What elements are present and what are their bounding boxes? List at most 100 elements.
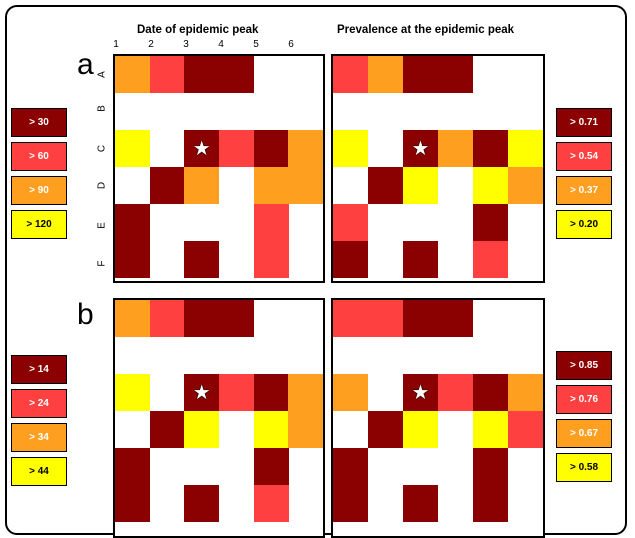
heatmap-cell [184,411,220,448]
col-tick-4: 4 [218,39,224,50]
heatmap-b-prevalence: ★ [331,298,545,538]
legend-b-right-item: > 0.85 [556,351,612,380]
heatmap-cell [288,167,324,204]
heatmap-cell [149,411,185,448]
heatmap-cell [184,300,220,337]
legend-b-left-item: > 24 [11,389,67,418]
heatmap-cell [253,448,289,485]
heatmap-cell [403,411,438,448]
legend-a-right-item: > 0.37 [556,176,612,205]
legend-b-left: > 14 > 24 > 34 > 44 [11,355,67,491]
heatmap-cell [473,241,508,278]
heatmap-cell [403,56,438,93]
legend-a-right-item: > 0.71 [556,108,612,137]
heatmap-cell [473,485,508,522]
col-tick-5: 5 [253,39,259,50]
heatmap-cell [368,300,403,337]
row-tick-F: F [96,260,108,267]
heatmap-cell [333,485,368,522]
heatmap-cell [115,374,150,411]
row-tick-B: B [96,105,108,112]
legend-b-left-item: > 44 [11,457,67,486]
heatmap-cell [253,485,289,522]
heatmap-cell [219,374,254,411]
heatmap-cell [115,130,150,167]
row-tick-D: D [96,181,108,190]
star-icon: ★ [192,137,211,160]
heatmap-cell [403,241,438,278]
heatmap-cell [115,241,150,278]
heatmap-cell [438,130,473,167]
col-tick-6: 6 [288,39,294,50]
heatmap-cell [333,448,368,485]
heatmap-cell [288,411,324,448]
legend-a-left-item: > 30 [11,108,67,137]
heatmap-cell [149,56,185,93]
heatmap-cell [219,56,254,93]
heatmap-cell [368,411,403,448]
star-icon: ★ [192,381,211,404]
heatmap-cell [219,130,254,167]
heatmap-cell [368,56,403,93]
legend-b-left-item: > 14 [11,355,67,384]
heatmap-cell [219,300,254,337]
legend-a-right-item: > 0.20 [556,210,612,239]
row-tick-C: C [96,144,108,153]
heatmap-cell [288,130,324,167]
heatmap-cell [508,130,543,167]
heatmap-cell [115,204,150,241]
legend-a-left-item: > 90 [11,176,67,205]
col-tick-1: 1 [113,39,119,50]
heatmap-cell [184,130,220,167]
heatmap-cell [333,56,368,93]
heatmap-cell [403,167,438,204]
star-icon: ★ [411,137,430,160]
heatmap-cell [473,167,508,204]
heatmap-cell [333,241,368,278]
heatmap-a-prevalence: ★ [331,54,545,283]
heatmap-cell [184,167,220,204]
heatmap-cell [184,485,220,522]
heatmap-cell [473,204,508,241]
legend-a-left-item: > 60 [11,142,67,171]
heatmap-cell [149,167,185,204]
heatmap-cell [473,130,508,167]
heatmap-cell [184,56,220,93]
heatmap-cell [403,485,438,522]
heatmap-cell [149,300,185,337]
legend-b-right-item: > 0.58 [556,453,612,482]
heatmap-cell [115,448,150,485]
heatmap-cell [115,485,150,522]
heatmap-cell [115,300,150,337]
heatmap-cell [184,374,220,411]
heatmap-cell [253,167,289,204]
heatmap-cell [333,374,368,411]
heatmap-cell [288,374,324,411]
heatmap-cell [403,300,438,337]
heatmap-a-date: ★ [113,54,325,283]
heatmap-cell [253,411,289,448]
heatmap-cell [333,300,368,337]
heatmap-cell [508,411,543,448]
row-tick-A: A [96,71,108,78]
column-title-prevalence: Prevalence at the epidemic peak [337,24,515,36]
legend-a-left: > 30 > 60 > 90 > 120 [11,108,67,244]
legend-b-right: > 0.85 > 0.76 > 0.67 > 0.58 [556,351,612,487]
heatmap-b-date: ★ [113,298,325,538]
row-tick-E: E [96,222,108,229]
heatmap-cell [473,411,508,448]
heatmap-cell [333,204,368,241]
panel-letter-b: b [77,298,94,331]
legend-b-right-item: > 0.76 [556,385,612,414]
heatmap-cell [438,56,473,93]
heatmap-cell [438,300,473,337]
panel-letter-a: a [77,48,94,81]
heatmap-cell [508,167,543,204]
col-tick-2: 2 [148,39,154,50]
heatmap-cell [115,56,150,93]
column-title-date: Date of epidemic peak [137,24,259,36]
heatmap-cell [403,130,438,167]
heatmap-cell [333,130,368,167]
heatmap-cell [473,374,508,411]
heatmap-cell [184,241,220,278]
